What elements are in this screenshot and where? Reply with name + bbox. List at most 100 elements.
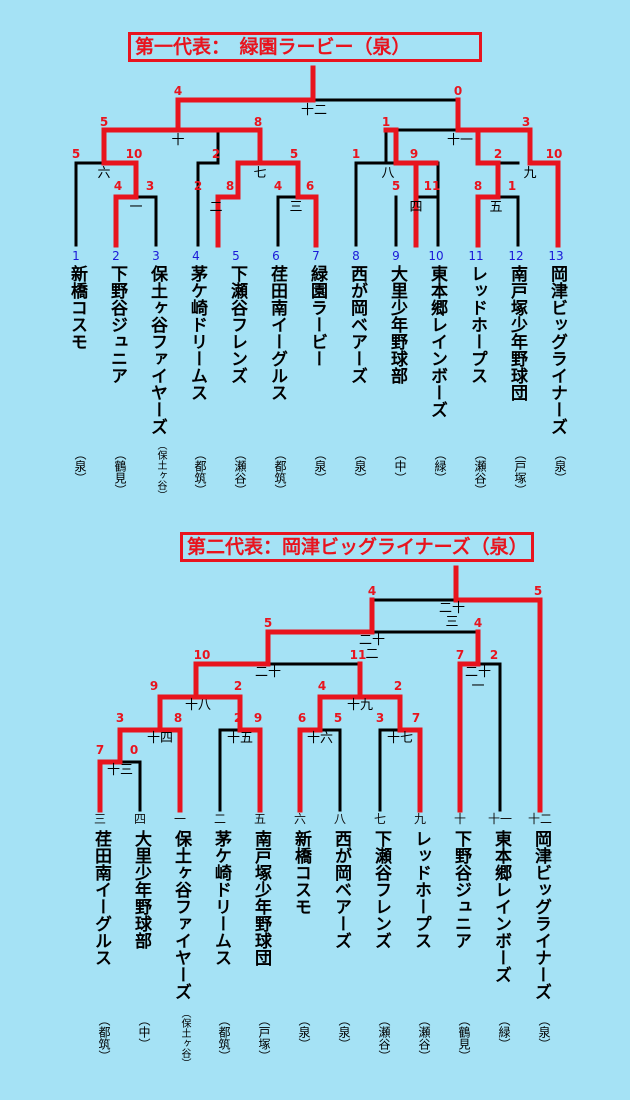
score: 2 [211,147,221,161]
match-label: 二十 [254,665,281,680]
team-area: （戸塚） [257,1014,271,1062]
score: 5 [533,584,543,598]
team-area: （都筑） [217,1014,231,1062]
team-number: 5 [232,249,240,263]
team-number: 7 [312,249,320,263]
match-label: 十七 [386,731,413,746]
team-name: 東本郷レインボーズ [427,265,447,418]
team-number: 九 [413,812,426,826]
team-name: レッドホープス [411,830,431,949]
score: 8 [173,711,183,725]
team-name: 荏田南イーグルス [91,830,111,966]
score: 10 [193,648,211,662]
team-name: 保土ヶ谷ファイヤーズ [171,830,191,1000]
team-name: 西が岡ベアーズ [347,265,367,384]
match-label: 十一 [446,133,473,148]
score: 5 [71,147,81,161]
team-number: 6 [272,249,280,263]
match-label: 十 [171,133,185,148]
score: 10 [545,147,563,161]
team-name: 荏田南イーグルス [267,265,287,401]
score: 8 [225,179,235,193]
score: 5 [99,115,109,129]
score: 7 [411,711,421,725]
score: 4 [113,179,123,193]
team-number: 十 [453,812,466,826]
score: 0 [129,743,139,757]
team-name: レッドホープス [467,265,487,384]
team-area: （保土ヶ谷） [179,1008,190,1068]
score: 6 [305,179,315,193]
team-area: （泉） [353,448,367,484]
team-number: 11 [468,249,484,263]
score: 4 [173,84,183,98]
team-number: 四 [133,812,146,826]
score: 6 [297,711,307,725]
team-name: 保土ヶ谷ファイヤーズ [147,265,167,435]
score: 1 [351,147,361,161]
team-area: （泉） [337,1014,351,1050]
score: 9 [149,679,159,693]
score: 5 [263,616,273,630]
team-area: （泉） [297,1014,311,1050]
score: 2 [233,711,243,725]
team-number: 三 [93,812,106,826]
score: 1 [507,179,517,193]
match-label: 五 [489,200,503,215]
team-name: 大里少年野球部 [387,265,407,384]
team-area: （泉） [553,448,567,484]
team-number: 十一 [487,812,512,826]
team-area: （瀬谷） [377,1014,391,1062]
bracket1-title: 第一代表： 緑園ラービー（泉） [128,32,482,62]
team-number: 十二 [527,812,552,826]
team-name: 大里少年野球部 [131,830,151,949]
team-name: 茅ケ崎ドリームス [187,265,207,401]
match-label: 十四 [146,731,173,746]
match-label: 十二 [300,103,327,118]
score: 9 [409,147,419,161]
team-name: 東本郷レインボーズ [491,830,511,983]
team-area: （泉） [537,1014,551,1050]
match-label: 九 [523,166,537,181]
match-label: 一 [129,200,143,215]
team-area: （都筑） [273,448,287,496]
team-area: （泉） [313,448,327,484]
team-name: 南戸塚少年野球団 [251,830,271,966]
match-label: 八 [381,166,395,181]
team-area: （緑） [497,1014,511,1050]
team-number: 五 [253,812,266,826]
team-number: 10 [428,249,444,263]
score: 3 [145,179,155,193]
score: 2 [393,679,403,693]
team-area: （中） [137,1014,151,1050]
score: 4 [317,679,327,693]
team-area: （泉） [73,448,87,484]
score: 5 [391,179,401,193]
score: 4 [367,584,377,598]
score: 9 [253,711,263,725]
score: 11 [349,648,367,662]
score: 7 [95,743,105,757]
score: 8 [253,115,263,129]
score: 2 [493,147,503,161]
match-label: 十三 [106,763,133,778]
match-label: 十五 [226,731,253,746]
match-label: 十六 [306,731,333,746]
score: 0 [453,84,463,98]
team-area: （瀬谷） [233,448,247,496]
score: 2 [489,648,499,662]
team-name: 新橋コスモ [67,265,87,350]
team-name: 緑園ラービー [307,265,327,367]
team-number: 六 [293,812,306,826]
score: 4 [273,179,283,193]
team-number: 13 [548,249,564,263]
team-area: （瀬谷） [417,1014,431,1062]
team-name: 下瀬谷フレンズ [227,265,247,384]
match-label: 十八 [184,698,211,713]
score: 3 [375,711,385,725]
score: 11 [423,179,441,193]
team-name: 下瀬谷フレンズ [371,830,391,949]
match-label: 七 [253,166,267,181]
team-number: 2 [112,249,120,263]
